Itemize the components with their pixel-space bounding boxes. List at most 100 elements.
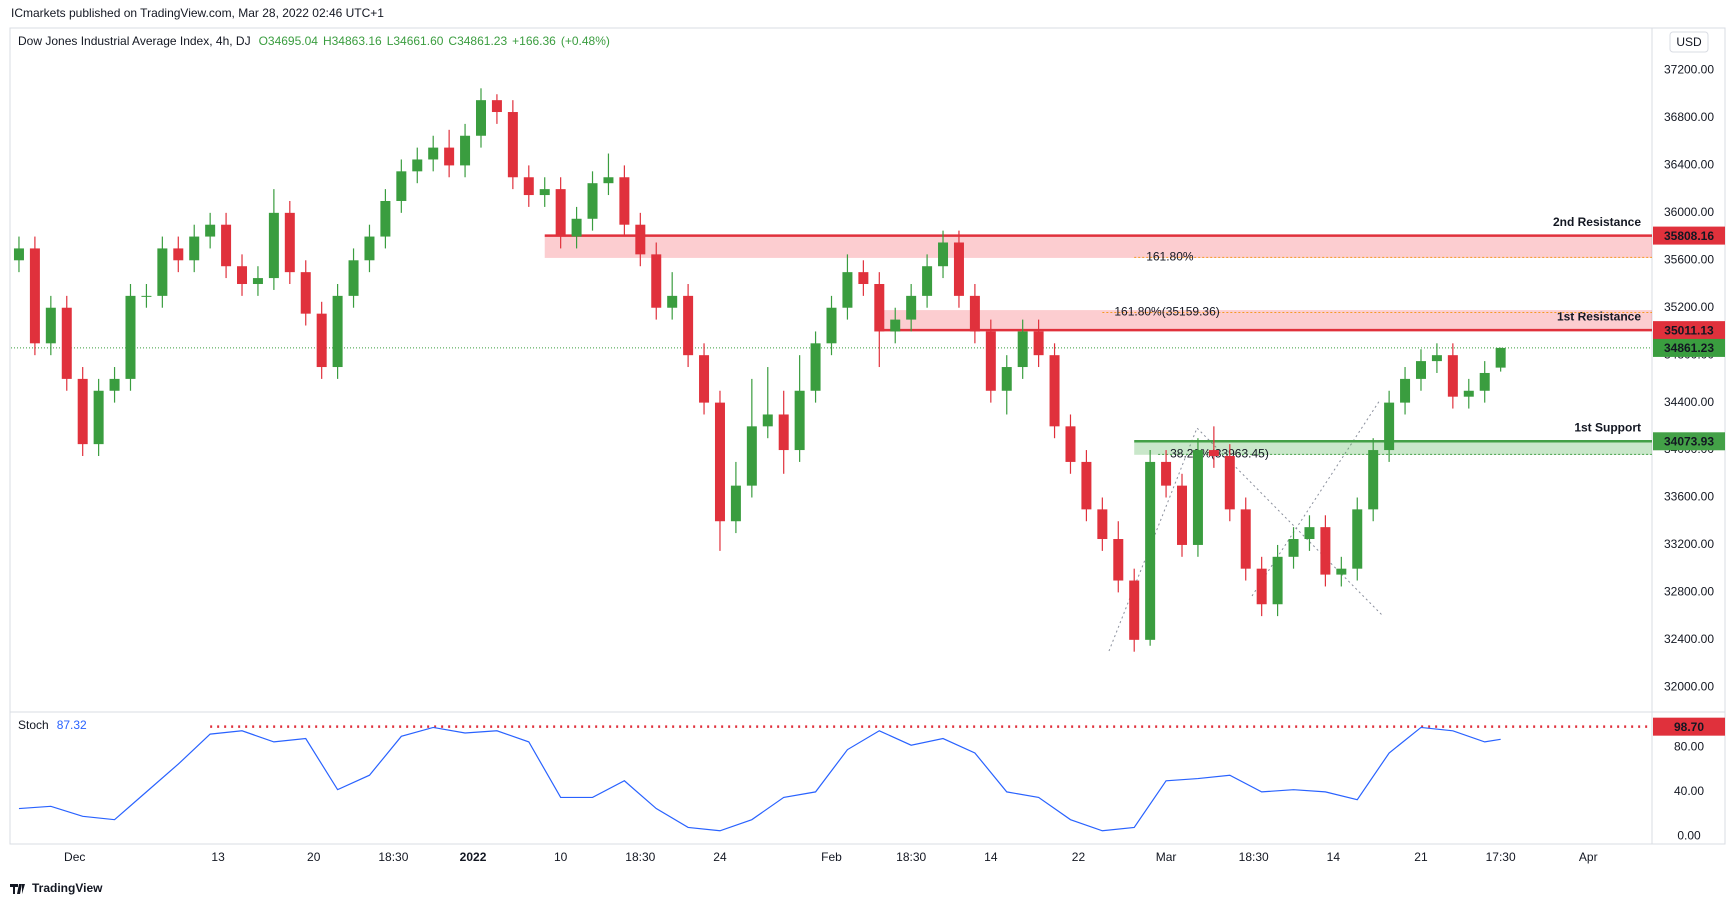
- candle-body: [762, 414, 773, 427]
- candle-body: [237, 266, 248, 285]
- candle-body: [428, 147, 439, 160]
- y-tick-label: 80.00: [1674, 740, 1704, 754]
- candle-body: [460, 135, 471, 166]
- y-tick-label: 32800.00: [1664, 585, 1714, 599]
- candle-body: [141, 295, 152, 297]
- candle-body: [523, 177, 534, 196]
- candle-body: [1320, 527, 1331, 575]
- x-tick-label: 20: [307, 850, 321, 864]
- candle-body: [555, 189, 566, 237]
- candle-body: [348, 260, 359, 296]
- candle-body: [284, 212, 295, 273]
- candle-body: [364, 236, 375, 261]
- level-zone: [544, 235, 1652, 258]
- y-tick-label: 37200.00: [1664, 63, 1714, 77]
- price-label: 34861.23: [1664, 341, 1714, 355]
- level-name: 2nd Resistance: [1553, 215, 1641, 229]
- candle-body: [109, 378, 120, 391]
- logo-icon: [10, 884, 25, 894]
- x-tick-label: Dec: [64, 850, 85, 864]
- candle-body: [1479, 372, 1490, 391]
- candle-body: [938, 242, 949, 267]
- candle-body: [651, 254, 662, 308]
- price-label-box: [1653, 226, 1725, 245]
- legend-item: L34661.60: [387, 34, 444, 48]
- candle-body: [1192, 450, 1203, 545]
- candle-body: [507, 112, 518, 178]
- candle-body: [922, 266, 933, 296]
- candle-body: [778, 414, 789, 451]
- candle-body: [1161, 461, 1172, 486]
- candle-body: [571, 218, 582, 237]
- price-label-box: [1653, 321, 1725, 340]
- candle-body: [1400, 378, 1411, 403]
- candle-body: [1049, 355, 1060, 427]
- level-name: 1st Resistance: [1557, 309, 1641, 323]
- candle-body: [380, 200, 391, 237]
- candle-body: [890, 319, 901, 332]
- legend-item: C34861.23: [448, 34, 507, 48]
- candle-body: [1288, 539, 1299, 557]
- x-tick-label: 18:30: [896, 850, 926, 864]
- y-tick-label: 0.00: [1677, 829, 1701, 843]
- candle-body: [619, 177, 630, 225]
- candle-body: [412, 159, 423, 172]
- legend-item: Dow Jones Industrial Average Index, 4h, …: [18, 34, 251, 48]
- candle-body: [746, 426, 757, 486]
- legend-item: +166.36: [512, 34, 556, 48]
- candle-body: [1352, 509, 1363, 569]
- x-tick-label: 17:30: [1486, 850, 1516, 864]
- candle-body: [61, 307, 72, 379]
- candle-body: [491, 100, 502, 113]
- candle-body: [635, 224, 646, 255]
- y-tick-label: 35200.00: [1664, 300, 1714, 314]
- candle-body: [157, 248, 168, 296]
- candle-body: [1272, 556, 1283, 605]
- candle-body: [125, 295, 136, 379]
- price-label: 35808.16: [1664, 229, 1714, 243]
- candle-body: [953, 242, 964, 296]
- candle-body: [93, 390, 104, 445]
- candle-body: [1177, 485, 1188, 545]
- currency-box[interactable]: [1669, 31, 1709, 53]
- candle-body: [221, 224, 232, 267]
- price-label-box: [1653, 717, 1725, 736]
- publisher-line: ICmarkets published on TradingView.com, …: [11, 6, 384, 20]
- candle-body: [29, 248, 40, 344]
- price-label: 34073.93: [1664, 434, 1714, 448]
- candle-body: [667, 295, 678, 308]
- y-tick-label: 35600.00: [1664, 252, 1714, 266]
- candle-body: [842, 272, 853, 308]
- y-tick-label: 40.00: [1674, 784, 1704, 798]
- x-tick-label: 18:30: [378, 850, 408, 864]
- candle-body: [45, 307, 56, 344]
- candle-body: [189, 236, 200, 261]
- candle-body: [252, 278, 263, 285]
- candle-body: [1336, 568, 1347, 575]
- candle-body: [587, 183, 598, 219]
- y-tick-label: 32000.00: [1664, 679, 1714, 693]
- y-tick-label: 34400.00: [1664, 395, 1714, 409]
- fib-trend-line: [1251, 399, 1381, 597]
- candle-body: [1129, 580, 1140, 640]
- candle-body: [858, 272, 869, 285]
- logo-text: TradingView: [32, 881, 103, 895]
- x-tick-label: Mar: [1156, 850, 1177, 864]
- x-tick-label: 21: [1414, 850, 1428, 864]
- candle-body: [906, 295, 917, 320]
- x-tick-label: Feb: [821, 850, 842, 864]
- candle-body: [13, 248, 24, 261]
- y-tick-label: 36800.00: [1664, 110, 1714, 124]
- candle-body: [1017, 331, 1028, 368]
- x-tick-label: 14: [1327, 850, 1341, 864]
- x-tick-label: 10: [554, 850, 568, 864]
- x-tick-label: Apr: [1579, 850, 1598, 864]
- candle-body: [1081, 461, 1092, 510]
- candle-body: [1256, 568, 1267, 605]
- legend-item: O34695.04: [259, 34, 319, 48]
- y-tick-label: 36000.00: [1664, 205, 1714, 219]
- candle-body: [730, 485, 741, 522]
- x-tick-label: 18:30: [1239, 850, 1269, 864]
- level-name: 1st Support: [1574, 420, 1641, 434]
